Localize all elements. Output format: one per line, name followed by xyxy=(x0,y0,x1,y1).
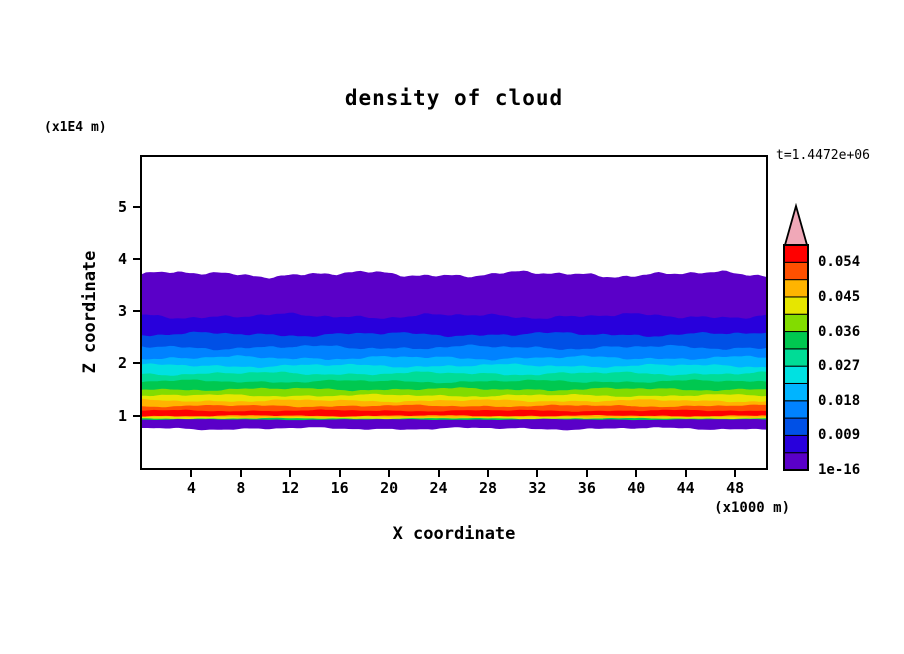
y-tick-label: 3 xyxy=(117,302,127,321)
x-tick-label: 28 xyxy=(478,479,497,497)
x-tick-label: 8 xyxy=(236,479,246,497)
colorbar-frame xyxy=(783,244,809,471)
x-tick-label: 40 xyxy=(627,479,646,497)
x-axis-unit-label: (x1000 m) xyxy=(714,500,790,516)
x-tick-label: 48 xyxy=(726,479,745,497)
y-tick-mark xyxy=(133,310,140,313)
colorbar-segment xyxy=(783,382,809,402)
colorbar-segment xyxy=(783,417,809,436)
colorbar xyxy=(783,203,809,471)
y-tick-mark xyxy=(133,414,140,417)
colorbar-segment xyxy=(783,244,809,263)
colorbar-level-label: 0.045 xyxy=(818,288,861,305)
y-tick-label: 5 xyxy=(117,197,127,216)
colorbar-segment xyxy=(783,261,809,281)
colorbar-level-label: 0.009 xyxy=(818,427,861,444)
colorbar-segment xyxy=(783,400,809,419)
colorbar-segment xyxy=(783,348,809,367)
x-tick-label: 20 xyxy=(380,479,399,497)
colorbar-segment xyxy=(783,296,809,315)
x-tick-mark xyxy=(338,470,341,477)
y-tick-mark xyxy=(133,257,140,260)
x-tick-mark xyxy=(388,470,391,477)
colorbar-overflow-arrow xyxy=(783,203,809,246)
colorbar-level-label: 0.018 xyxy=(818,392,861,409)
x-tick-mark xyxy=(437,470,440,477)
y-axis-unit-label: (x1E4 m) xyxy=(44,120,107,135)
x-tick-mark xyxy=(684,470,687,477)
x-tick-mark xyxy=(239,470,242,477)
colorbar-segment xyxy=(783,452,809,471)
x-tick-mark xyxy=(635,470,638,477)
colorbar-level-label: 1e-16 xyxy=(818,462,861,478)
x-tick-label: 32 xyxy=(528,479,547,497)
chart-title: density of cloud xyxy=(344,86,564,110)
x-axis-title: X coordinate xyxy=(392,524,516,544)
x-tick-mark xyxy=(190,470,193,477)
contour-band xyxy=(142,418,766,431)
x-tick-label: 36 xyxy=(577,479,596,497)
colorbar-segment xyxy=(783,434,809,454)
x-tick-label: 24 xyxy=(429,479,448,497)
contour-band xyxy=(142,270,766,320)
time-annotation: t=1.4472e+06 xyxy=(776,148,870,163)
x-tick-mark xyxy=(289,470,292,477)
x-tick-label: 44 xyxy=(676,479,695,497)
colorbar-segment xyxy=(783,313,809,333)
colorbar-segment xyxy=(783,279,809,298)
y-tick-mark xyxy=(133,205,140,208)
y-tick-mark xyxy=(133,362,140,365)
colorbar-segment xyxy=(783,365,809,384)
x-tick-mark xyxy=(486,470,489,477)
x-tick-mark xyxy=(536,470,539,477)
x-tick-label: 4 xyxy=(186,479,196,497)
colorbar-level-label: 0.054 xyxy=(818,254,861,271)
y-tick-label: 4 xyxy=(117,249,127,268)
x-tick-mark xyxy=(585,470,588,477)
x-tick-label: 16 xyxy=(330,479,349,497)
plot-area xyxy=(140,155,768,470)
x-tick-mark xyxy=(734,470,737,477)
colorbar-level-label: 0.036 xyxy=(818,323,861,340)
y-tick-label: 1 xyxy=(117,406,127,425)
colorbar-segment xyxy=(783,331,809,350)
y-tick-label: 2 xyxy=(117,354,127,373)
x-tick-label: 12 xyxy=(281,479,300,497)
contour-field xyxy=(142,270,766,431)
colorbar-level-label: 0.027 xyxy=(818,358,861,375)
